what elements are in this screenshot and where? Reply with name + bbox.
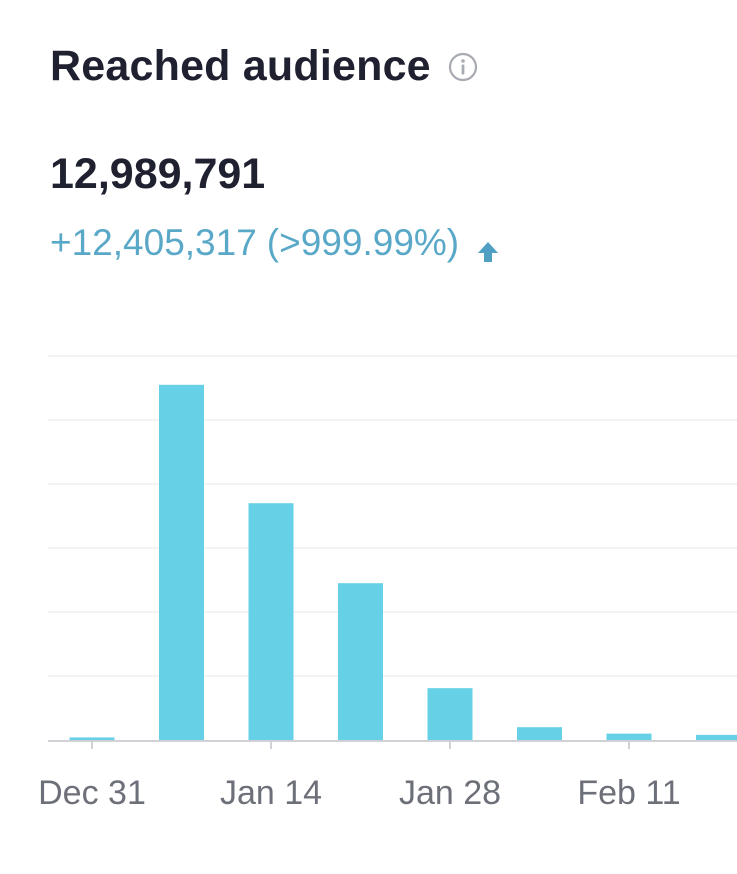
bar[interactable]	[69, 737, 115, 740]
bar[interactable]	[338, 583, 383, 740]
header: Reached audience	[50, 42, 479, 91]
bar-chart: Dec 31 Jan 14 Jan 28 Feb 11	[38, 355, 737, 812]
change-percent: (>999.99%)	[266, 222, 460, 263]
page-title: Reached audience	[50, 42, 431, 90]
bar[interactable]	[606, 733, 652, 740]
x-tick-label: Jan 14	[220, 774, 322, 812]
info-circle-icon[interactable]	[447, 51, 479, 83]
arrow-up-icon	[477, 231, 499, 262]
x-tick-label: Jan 28	[399, 774, 501, 812]
change-value: +12,405,317	[50, 222, 257, 263]
x-tick-label: Dec 31	[38, 774, 146, 812]
bar[interactable]	[696, 734, 737, 740]
x-tick-label: Feb 11	[577, 774, 680, 812]
bar[interactable]	[159, 384, 204, 740]
total-value: 12,989,791	[50, 150, 266, 198]
bar[interactable]	[248, 503, 294, 740]
bar[interactable]	[517, 727, 562, 740]
change-row: +12,405,317 (>999.99%)	[50, 222, 499, 264]
bar[interactable]	[427, 688, 473, 740]
